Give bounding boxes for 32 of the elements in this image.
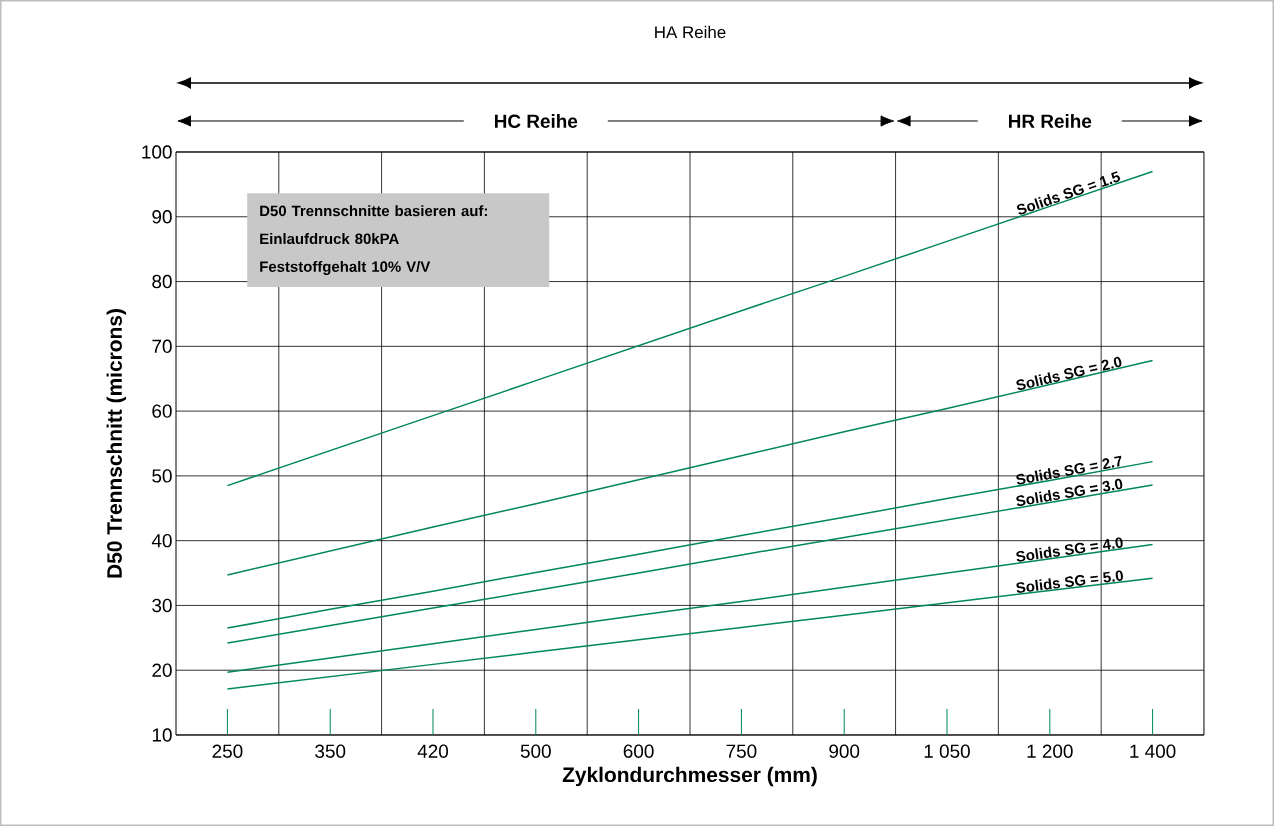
y-tick-label: 90: [152, 210, 172, 224]
annotation: D50 Trennschnitte basieren auf:: [260, 205, 487, 217]
x-tick-label: 250: [212, 744, 243, 758]
y-tick-label: 70: [152, 339, 172, 354]
text: HC Reihe: [495, 114, 578, 128]
text: Solids SG = 5.0: [1016, 570, 1123, 593]
x-tick-label: 1 200: [1027, 744, 1073, 758]
x-axis-title: Zyklondurchmesser (mm): [562, 766, 817, 787]
x-tick-label: 750: [726, 744, 757, 758]
annotation: Einlaufdruck 80kPA: [260, 233, 399, 245]
y-tick-label: 50: [152, 469, 172, 483]
y-tick-label: 10: [152, 728, 172, 742]
y-axis-title: D50 Trennschnitt (microns): [106, 309, 127, 578]
x-tick-label: 600: [623, 744, 654, 758]
x-tick-label: 900: [829, 744, 860, 758]
y-tick-label: 60: [152, 404, 172, 418]
y-tick-label: 30: [152, 598, 172, 613]
x-tick-label: 500: [520, 744, 551, 758]
text: Solids SG = 1.5: [1016, 171, 1120, 215]
text: Solids SG = 2.0: [1016, 356, 1122, 391]
y-tick-label: 20: [152, 663, 172, 677]
y-tick-label: 80: [152, 274, 172, 289]
x-tick-label: 1 400: [1130, 744, 1176, 758]
x-tick-label: 1 050: [924, 744, 970, 758]
text: HR Reihe: [1009, 114, 1092, 128]
text: HA Reihe: [655, 25, 726, 39]
y-tick-label: 40: [151, 533, 172, 548]
x-tick-label: 350: [315, 744, 346, 758]
x-tick-label: 420: [417, 744, 449, 758]
text: Solids SG = 4.0: [1016, 537, 1123, 562]
y-tick-label: 100: [142, 145, 172, 159]
annotation: Feststoffgehalt 10% V/V: [260, 260, 431, 275]
